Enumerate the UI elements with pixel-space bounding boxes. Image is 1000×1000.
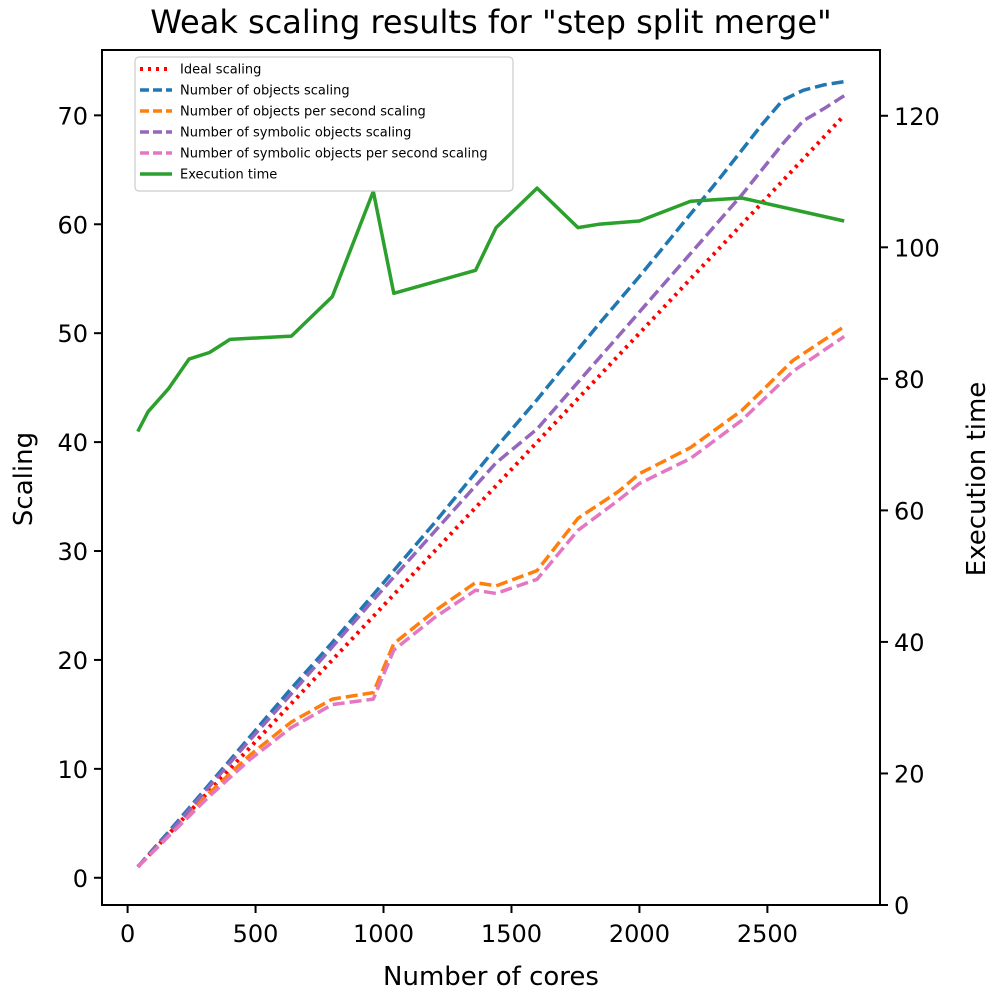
y-left-tick-label: 10 (57, 756, 88, 784)
y-right-tick-label: 0 (894, 892, 909, 920)
x-tick-label: 0 (120, 920, 135, 948)
y-axis-label-right: Execution time (962, 382, 992, 577)
y-right-tick-label: 80 (894, 366, 925, 394)
series-line-number-of-objects-per-second-scaling (136, 325, 846, 869)
x-tick-label: 500 (233, 920, 279, 948)
series-line-execution-time (136, 186, 845, 433)
legend-label-number-of-objects-per-second-scaling: Number of objects per second scaling (180, 105, 426, 120)
chart-title: Weak scaling results for "step split mer… (150, 3, 832, 41)
x-tick-label: 2000 (609, 920, 670, 948)
y-left-tick-label: 50 (57, 320, 88, 348)
y-axis-label-left: Scaling (9, 432, 39, 526)
legend-label-number-of-symbolic-objects-scaling: Number of symbolic objects scaling (180, 126, 411, 141)
series-line-number-of-symbolic-objects-scaling (136, 94, 846, 869)
y-right-tick-label: 120 (894, 103, 940, 131)
y-left-tick-label: 0 (73, 865, 88, 893)
y-left-tick-label: 30 (57, 538, 88, 566)
plot-frame (101, 49, 881, 906)
legend-label-number-of-symbolic-objects-per-second-scaling: Number of symbolic objects per second sc… (180, 147, 488, 162)
x-tick-label: 2500 (737, 920, 798, 948)
x-axis-label: Number of cores (383, 962, 599, 992)
x-tick-label: 1500 (481, 920, 542, 948)
series-line-ideal-scaling (136, 114, 846, 869)
y-right-tick-label: 100 (894, 234, 940, 262)
y-right-tick-label: 40 (894, 629, 925, 657)
y-left-tick-label: 60 (57, 211, 88, 239)
y-left-tick-label: 70 (57, 102, 88, 130)
y-right-tick-label: 60 (894, 497, 925, 525)
series-line-number-of-objects-scaling (136, 79, 845, 869)
legend-label-execution-time: Execution time (180, 168, 277, 183)
x-tick-label: 1000 (353, 920, 414, 948)
y-left-tick-label: 20 (57, 647, 88, 675)
y-right-tick-label: 20 (894, 760, 925, 788)
legend-box (134, 56, 514, 192)
legend-label-ideal-scaling: Ideal scaling (180, 63, 261, 78)
y-left-tick-label: 40 (57, 429, 88, 457)
series-line-number-of-symbolic-objects-per-second-scaling (136, 335, 846, 869)
legend-label-number-of-objects-scaling: Number of objects scaling (180, 84, 350, 99)
